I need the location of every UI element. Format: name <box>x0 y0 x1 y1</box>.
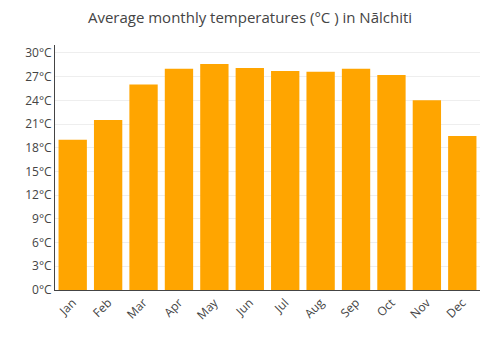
svg-text:3°C: 3°C <box>32 257 52 274</box>
svg-text:24°C: 24°C <box>25 92 52 109</box>
svg-text:Sep: Sep <box>336 294 363 321</box>
svg-text:Jan: Jan <box>55 294 80 319</box>
svg-text:15°C: 15°C <box>25 163 52 180</box>
svg-text:Dec: Dec <box>442 294 469 321</box>
svg-text:Jul: Jul <box>270 294 292 316</box>
svg-text:Average monthly temperatures (: Average monthly temperatures (°C ) in Nā… <box>88 7 412 27</box>
svg-text:30°C: 30°C <box>25 44 52 61</box>
svg-text:12°C: 12°C <box>25 186 52 203</box>
svg-text:6°C: 6°C <box>32 234 52 251</box>
svg-text:Aug: Aug <box>300 294 328 322</box>
svg-text:21°C: 21°C <box>25 115 52 132</box>
svg-text:Oct: Oct <box>373 294 399 320</box>
svg-text:Mar: Mar <box>123 294 151 322</box>
svg-text:0°C: 0°C <box>32 281 52 298</box>
svg-text:Nov: Nov <box>406 294 434 322</box>
svg-text:27°C: 27°C <box>25 68 52 85</box>
svg-text:Apr: Apr <box>160 294 186 320</box>
svg-text:May: May <box>193 294 222 323</box>
svg-text:Feb: Feb <box>89 294 115 320</box>
svg-text:Jun: Jun <box>231 294 256 319</box>
svg-text:9°C: 9°C <box>32 210 52 227</box>
svg-text:18°C: 18°C <box>25 139 52 156</box>
